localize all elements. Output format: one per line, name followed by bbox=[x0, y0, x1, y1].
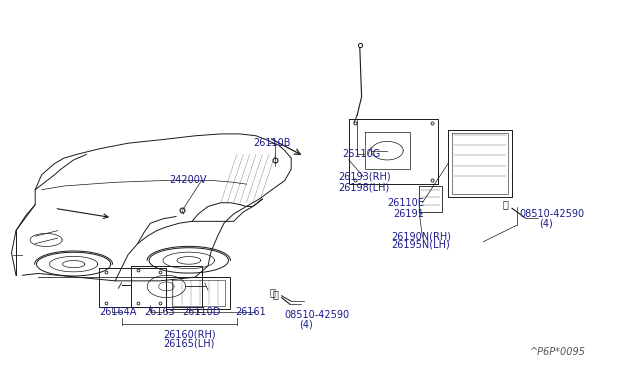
Text: 26161: 26161 bbox=[236, 307, 266, 317]
Text: 24200V: 24200V bbox=[170, 176, 207, 185]
Text: 26110G: 26110G bbox=[342, 150, 381, 159]
Text: ^P6P*0095: ^P6P*0095 bbox=[530, 347, 586, 356]
Text: (4): (4) bbox=[300, 320, 313, 329]
Text: 26195N(LH): 26195N(LH) bbox=[392, 240, 451, 250]
Text: 26110B: 26110B bbox=[253, 138, 291, 148]
Text: 26193(RH): 26193(RH) bbox=[338, 172, 390, 182]
Text: (4): (4) bbox=[539, 218, 552, 228]
Text: Ⓢ: Ⓢ bbox=[269, 287, 275, 297]
Text: 26110D: 26110D bbox=[182, 307, 221, 317]
Text: 26110E: 26110E bbox=[387, 198, 424, 208]
Text: Ⓢ: Ⓢ bbox=[502, 200, 509, 209]
Text: 26191: 26191 bbox=[394, 209, 424, 219]
Text: 26190N(RH): 26190N(RH) bbox=[392, 231, 452, 241]
Text: 26165(LH): 26165(LH) bbox=[163, 339, 214, 349]
Text: 08510-42590: 08510-42590 bbox=[520, 209, 585, 219]
Text: 08510-42590: 08510-42590 bbox=[285, 311, 350, 320]
Text: Ⓢ: Ⓢ bbox=[272, 289, 278, 299]
Text: 26164A: 26164A bbox=[99, 307, 136, 317]
Text: 26198(LH): 26198(LH) bbox=[338, 183, 389, 193]
Text: 26160(RH): 26160(RH) bbox=[163, 330, 216, 340]
Text: 26163: 26163 bbox=[144, 307, 175, 317]
